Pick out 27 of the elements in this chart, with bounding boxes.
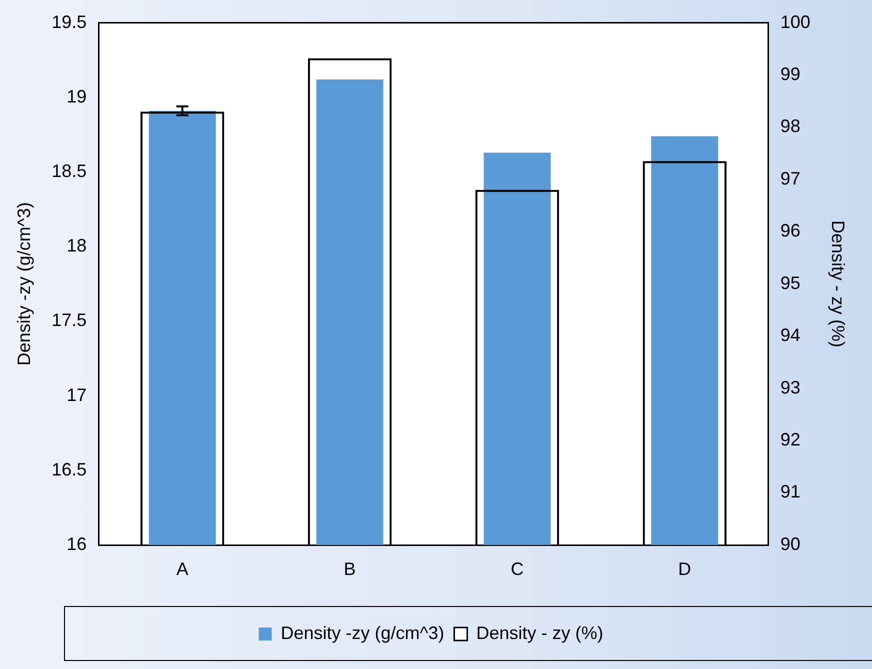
y-tick-label: 16 (66, 534, 87, 554)
y2-tick-label: 96 (780, 220, 800, 241)
y2-tick-label: 99 (780, 64, 800, 84)
x-tick-label: D (678, 558, 692, 579)
y2-tick-label: 92 (780, 430, 800, 450)
y-tick-label: 17 (66, 384, 87, 405)
y2-tick-label: 94 (780, 325, 800, 346)
y2-tick-label: 91 (780, 482, 800, 502)
y2-axis-title: Density - zy (%) (828, 220, 848, 348)
y2-tick-label: 90 (780, 534, 800, 554)
y2-tick-label: 93 (780, 377, 800, 398)
x-tick-label: A (176, 558, 188, 579)
y2-tick-label: 98 (780, 116, 800, 136)
y2-tick-label: 95 (780, 272, 800, 293)
y-axis-title: Density -zy (g/cm^3) (14, 202, 34, 366)
legend-label: Density -zy (g/cm^3) (280, 622, 444, 643)
y-tick-label: 16.5 (52, 459, 87, 480)
legend-label: Density - zy (%) (476, 622, 604, 643)
y-tick-label: 18 (66, 236, 87, 256)
y2-tick-label: 97 (780, 168, 800, 188)
y-tick-label: 19 (66, 86, 87, 106)
x-tick-label: B (344, 558, 356, 579)
y2-tick-label: 100 (780, 12, 810, 32)
y-tick-label: 19.5 (52, 12, 87, 32)
y-tick-label: 17.5 (52, 310, 87, 330)
x-tick-label: C (510, 558, 524, 579)
y-tick-label: 18.5 (52, 160, 87, 181)
